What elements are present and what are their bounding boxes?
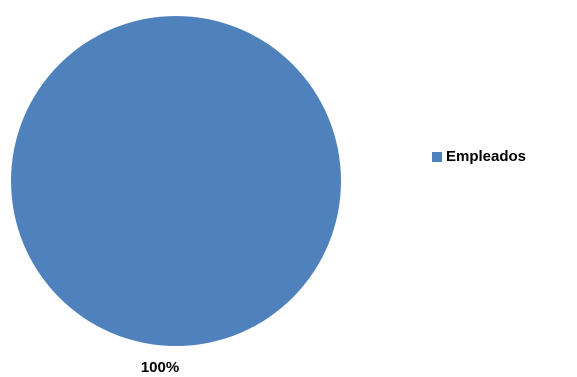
pie-slice	[11, 16, 341, 346]
data-label: 100%	[141, 359, 179, 376]
legend-swatch	[432, 152, 442, 162]
legend-label: Empleados	[446, 148, 526, 165]
